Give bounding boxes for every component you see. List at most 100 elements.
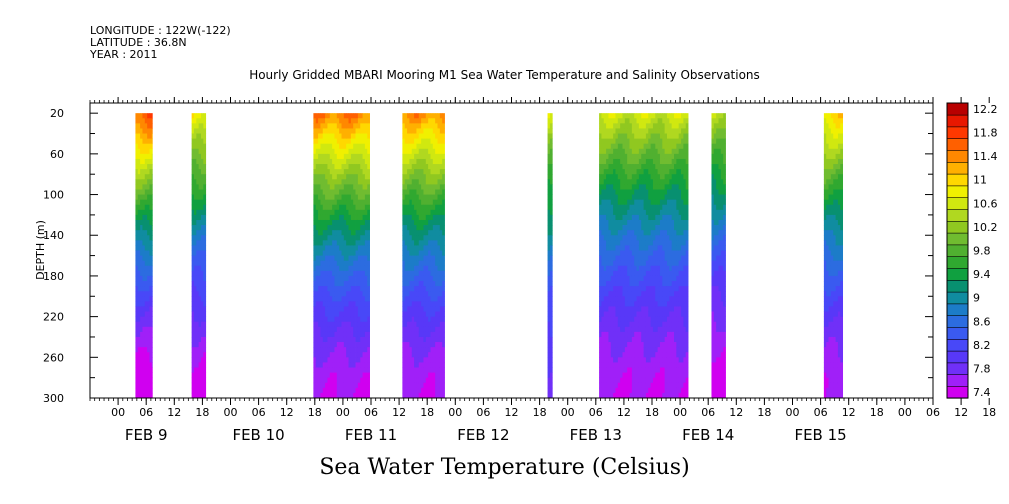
data-cell <box>645 367 649 373</box>
data-cell <box>364 382 368 389</box>
data-cell <box>327 225 331 231</box>
data-cell <box>336 148 340 155</box>
data-cell <box>201 316 204 323</box>
data-cell <box>416 250 420 256</box>
data-cell <box>367 301 370 307</box>
data-cell <box>631 138 635 145</box>
data-cell <box>547 174 551 180</box>
data-cell <box>627 296 630 302</box>
data-cell <box>360 148 363 155</box>
data-cell <box>336 387 340 394</box>
data-cell <box>439 113 443 119</box>
data-cell <box>421 199 424 206</box>
data-cell <box>348 123 352 129</box>
data-cell <box>650 331 654 338</box>
data-cell <box>624 311 628 318</box>
data-cell <box>191 189 195 195</box>
data-cell <box>631 316 635 323</box>
data-cell <box>193 352 197 358</box>
data-cell <box>336 138 340 145</box>
data-cell <box>360 357 363 363</box>
data-cell <box>360 331 363 338</box>
data-cell <box>364 143 368 150</box>
data-cell <box>617 306 621 312</box>
data-cell <box>343 158 347 165</box>
data-cell <box>418 179 422 185</box>
data-cell <box>549 377 553 384</box>
data-cell <box>599 158 602 165</box>
data-cell <box>648 143 651 150</box>
data-cell <box>631 225 635 231</box>
data-cell <box>362 118 366 124</box>
data-cell <box>615 357 619 363</box>
data-cell <box>327 179 331 185</box>
data-cell <box>439 164 443 170</box>
data-segment-5 <box>547 113 553 398</box>
data-cell <box>549 164 553 170</box>
data-cell <box>655 209 659 216</box>
data-cell <box>348 392 352 398</box>
data-cell <box>149 331 153 338</box>
data-cell <box>402 291 406 297</box>
data-cell <box>669 189 673 195</box>
data-cell <box>423 321 427 328</box>
data-cell <box>350 311 354 318</box>
data-cell <box>601 367 605 373</box>
data-cell <box>650 164 654 170</box>
data-cell <box>599 204 602 211</box>
data-cell <box>613 214 616 221</box>
data-cell <box>439 286 443 292</box>
data-cell <box>191 194 195 201</box>
data-cell <box>198 194 202 201</box>
data-cell <box>327 164 331 170</box>
data-cell <box>645 270 649 277</box>
data-cell <box>348 275 352 282</box>
data-cell <box>430 214 434 221</box>
data-cell <box>547 316 551 323</box>
data-cell <box>409 189 413 195</box>
data-cell <box>329 204 333 211</box>
data-cell <box>364 235 368 241</box>
data-cell <box>643 357 647 363</box>
data-cell <box>631 255 635 262</box>
data-cell <box>407 230 410 236</box>
data-cell <box>659 301 663 307</box>
data-cell <box>416 245 420 251</box>
data-cell <box>320 382 324 389</box>
data-cell <box>430 153 434 160</box>
data-cell <box>325 367 328 373</box>
data-cell <box>603 230 607 236</box>
data-cell <box>318 240 321 246</box>
data-cell <box>315 123 319 129</box>
data-cell <box>638 209 642 216</box>
data-cell <box>322 250 326 256</box>
data-cell <box>409 138 413 145</box>
data-cell <box>327 286 331 292</box>
data-cell <box>411 209 415 216</box>
data-cell <box>603 387 607 394</box>
data-cell <box>142 357 146 363</box>
data-cell <box>147 372 150 379</box>
data-cell <box>652 301 656 307</box>
data-cell <box>348 138 352 145</box>
data-cell <box>407 316 410 323</box>
data-cell <box>404 184 408 190</box>
data-cell <box>313 235 317 241</box>
data-cell <box>343 113 347 119</box>
data-cell <box>343 194 347 201</box>
data-cell <box>629 260 633 267</box>
data-cell <box>191 316 195 323</box>
data-cell <box>348 240 352 246</box>
data-cell <box>320 392 324 398</box>
data-cell <box>327 275 331 282</box>
data-cell <box>362 184 366 190</box>
data-cell <box>341 118 345 124</box>
data-cell <box>428 245 431 251</box>
data-cell <box>357 357 361 363</box>
data-cell <box>617 362 621 368</box>
data-cell <box>664 184 668 190</box>
data-cell <box>615 164 619 170</box>
data-cell <box>629 342 633 348</box>
data-cell <box>332 331 335 338</box>
data-cell <box>327 250 331 256</box>
